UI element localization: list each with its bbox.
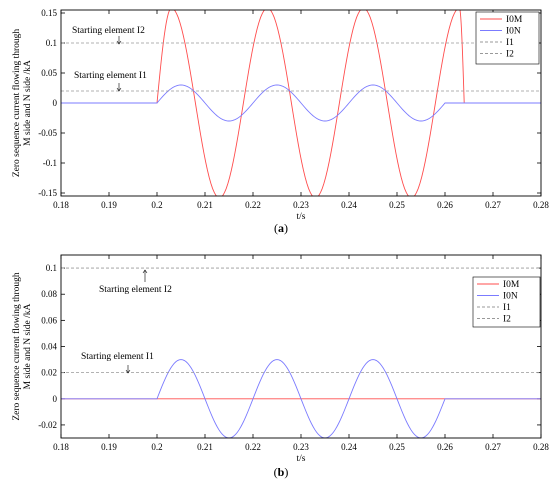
legend-label-i1: I1	[503, 303, 511, 313]
annotation-label: Starting element I1	[74, 71, 147, 81]
y-tick-label: 0	[53, 98, 58, 108]
y-tick-label: -0.02	[38, 420, 57, 430]
x-tick-label: 0.26	[437, 200, 453, 210]
y-tick-label: 0.02	[41, 368, 57, 378]
y-tick-label: 0.08	[41, 289, 57, 299]
x-tick-label: 0.21	[197, 442, 213, 452]
legend-label-i0m: I0M	[506, 15, 523, 25]
x-tick-label: 0.23	[293, 200, 309, 210]
series-i0n-line	[61, 84, 541, 122]
chart-panel-a: 0.15 0.1 0.05 0 -0.05 -0.1 -0.15 0.18 0.19 0.2 0.2…	[11, 8, 549, 235]
x-axis-label: t/s	[297, 212, 306, 222]
x-tick-label: 0.24	[341, 442, 357, 452]
y-tick-label: -0.15	[38, 188, 57, 198]
plot-frame	[60, 9, 542, 197]
x-tick-label: 0.24	[341, 200, 357, 210]
y-tick-label: 0.04	[41, 342, 57, 352]
x-tick-label: 0.18	[53, 200, 69, 210]
y-tick-label: -0.1	[43, 158, 57, 168]
x-tick-label: 0.22	[245, 200, 261, 210]
annotation-arrowhead	[142, 269, 148, 274]
series-i0n-line	[61, 359, 541, 438]
x-tick-label: 0.25	[389, 442, 405, 452]
y-tick-label: 0	[53, 394, 58, 404]
y-axis-label: Zero sequence current flowing throughM s…	[11, 29, 33, 178]
annotation-arrowhead	[125, 369, 131, 374]
x-tick-label: 0.2	[151, 442, 162, 452]
series-group	[61, 10, 541, 196]
annotation-arrowhead	[116, 40, 122, 45]
y-tick-label: 0.05	[41, 68, 57, 78]
x-tick-label: 0.28	[533, 200, 549, 210]
y-tick-label: -0.05	[38, 128, 57, 138]
legend-label-i0n: I0N	[503, 292, 518, 302]
plot-frame	[60, 254, 542, 439]
x-tick-label: 0.19	[101, 200, 117, 210]
legend-label-i0n: I0N	[506, 27, 521, 37]
x-tick-label: 0.28	[533, 442, 549, 452]
legend-label-i2: I2	[506, 50, 514, 60]
legend-label-i1: I1	[506, 38, 514, 48]
x-tick-label: 0.27	[485, 200, 501, 210]
annotation-label: Starting element I2	[99, 285, 172, 295]
annotation-label: Starting element I2	[72, 26, 145, 36]
y-tick-label: 0.06	[41, 315, 57, 325]
x-tick-label: 0.19	[101, 442, 117, 452]
panel-caption: (a)	[274, 221, 288, 235]
annotation-arrowhead	[116, 87, 122, 92]
legend-label-i2: I2	[503, 315, 511, 325]
x-tick-label: 0.21	[197, 200, 213, 210]
x-axis-label: t/s	[297, 454, 306, 464]
x-tick-label: 0.22	[245, 442, 261, 452]
chart-panel-b: 0.1 0.08 0.06 0.04 0.02 0 -0.02 0.18 0.19 0.2 0.21…	[11, 254, 549, 479]
annotation-label: Starting element I1	[81, 352, 154, 362]
x-tick-label: 0.18	[53, 442, 69, 452]
x-tick-label: 0.27	[485, 442, 501, 452]
panel-caption: (b)	[274, 465, 289, 479]
legend-box	[475, 11, 540, 65]
x-tick-label: 0.2	[151, 200, 162, 210]
y-tick-label: 0.1	[46, 263, 57, 273]
x-tick-label: 0.25	[389, 200, 405, 210]
y-tick-label: 0.1	[46, 38, 57, 48]
y-axis-label: Zero sequence current flowing throughM s…	[11, 272, 33, 421]
y-tick-label: 0.15	[41, 8, 57, 18]
series-group	[61, 267, 541, 438]
series-i0m-line	[61, 10, 541, 196]
x-tick-label: 0.26	[437, 442, 453, 452]
legend-label-i0m: I0M	[503, 280, 520, 290]
x-tick-label: 0.23	[293, 442, 309, 452]
